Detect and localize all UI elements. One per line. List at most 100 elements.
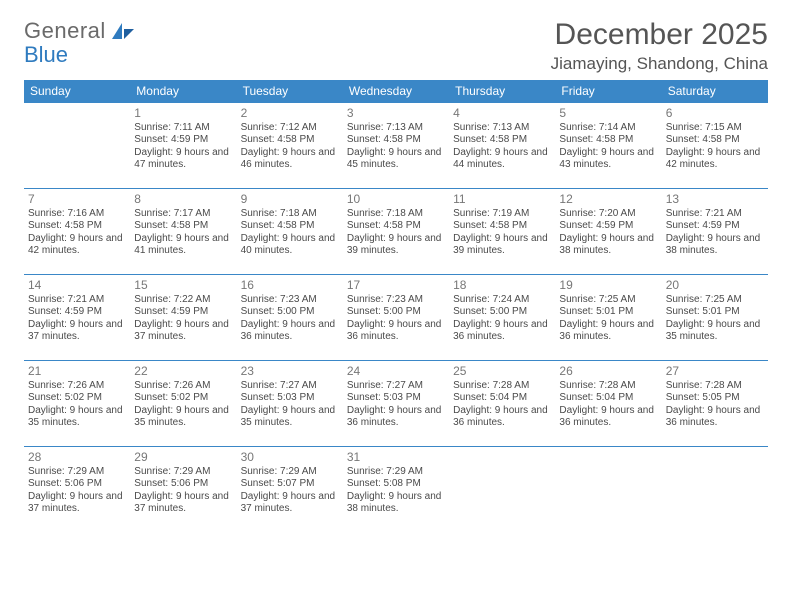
calendar-cell: 25Sunrise: 7:28 AMSunset: 5:04 PMDayligh… <box>449 361 555 447</box>
calendar-cell: 31Sunrise: 7:29 AMSunset: 5:08 PMDayligh… <box>343 447 449 533</box>
day-details: Sunrise: 7:13 AMSunset: 4:58 PMDaylight:… <box>347 122 445 172</box>
day-number: 22 <box>134 364 232 380</box>
calendar-cell: 24Sunrise: 7:27 AMSunset: 5:03 PMDayligh… <box>343 361 449 447</box>
day-number: 29 <box>134 450 232 466</box>
header: General December 2025 Jiamaying, Shandon… <box>24 18 768 74</box>
calendar-cell <box>555 447 661 533</box>
day-number: 24 <box>347 364 445 380</box>
day-number: 2 <box>241 106 339 122</box>
day-number: 26 <box>559 364 657 380</box>
day-details: Sunrise: 7:20 AMSunset: 4:59 PMDaylight:… <box>559 208 657 258</box>
weekday-header: Thursday <box>449 80 555 103</box>
day-number: 23 <box>241 364 339 380</box>
day-details: Sunrise: 7:22 AMSunset: 4:59 PMDaylight:… <box>134 294 232 344</box>
weekday-header: Wednesday <box>343 80 449 103</box>
day-number: 18 <box>453 278 551 294</box>
day-details: Sunrise: 7:25 AMSunset: 5:01 PMDaylight:… <box>559 294 657 344</box>
weekday-header: Monday <box>130 80 236 103</box>
day-number: 4 <box>453 106 551 122</box>
calendar-cell: 16Sunrise: 7:23 AMSunset: 5:00 PMDayligh… <box>237 275 343 361</box>
day-details: Sunrise: 7:23 AMSunset: 5:00 PMDaylight:… <box>347 294 445 344</box>
day-details: Sunrise: 7:17 AMSunset: 4:58 PMDaylight:… <box>134 208 232 258</box>
day-details: Sunrise: 7:13 AMSunset: 4:58 PMDaylight:… <box>453 122 551 172</box>
day-details: Sunrise: 7:23 AMSunset: 5:00 PMDaylight:… <box>241 294 339 344</box>
calendar-cell: 21Sunrise: 7:26 AMSunset: 5:02 PMDayligh… <box>24 361 130 447</box>
day-number: 28 <box>28 450 126 466</box>
calendar-cell: 23Sunrise: 7:27 AMSunset: 5:03 PMDayligh… <box>237 361 343 447</box>
day-details: Sunrise: 7:26 AMSunset: 5:02 PMDaylight:… <box>28 380 126 430</box>
brand-part2: Blue <box>24 42 68 68</box>
brand-part1: General <box>24 18 106 44</box>
day-number: 10 <box>347 192 445 208</box>
calendar-cell: 14Sunrise: 7:21 AMSunset: 4:59 PMDayligh… <box>24 275 130 361</box>
calendar-cell: 7Sunrise: 7:16 AMSunset: 4:58 PMDaylight… <box>24 189 130 275</box>
calendar-cell: 1Sunrise: 7:11 AMSunset: 4:59 PMDaylight… <box>130 103 236 189</box>
calendar-cell: 29Sunrise: 7:29 AMSunset: 5:06 PMDayligh… <box>130 447 236 533</box>
day-number: 31 <box>347 450 445 466</box>
title-block: December 2025 Jiamaying, Shandong, China <box>551 18 768 74</box>
day-details: Sunrise: 7:29 AMSunset: 5:07 PMDaylight:… <box>241 466 339 516</box>
calendar-row: 7Sunrise: 7:16 AMSunset: 4:58 PMDaylight… <box>24 189 768 275</box>
calendar-cell: 9Sunrise: 7:18 AMSunset: 4:58 PMDaylight… <box>237 189 343 275</box>
day-number: 20 <box>666 278 764 294</box>
day-number: 15 <box>134 278 232 294</box>
calendar-cell: 27Sunrise: 7:28 AMSunset: 5:05 PMDayligh… <box>662 361 768 447</box>
calendar-cell: 10Sunrise: 7:18 AMSunset: 4:58 PMDayligh… <box>343 189 449 275</box>
day-details: Sunrise: 7:27 AMSunset: 5:03 PMDaylight:… <box>347 380 445 430</box>
day-number: 9 <box>241 192 339 208</box>
calendar-row: 21Sunrise: 7:26 AMSunset: 5:02 PMDayligh… <box>24 361 768 447</box>
day-number: 5 <box>559 106 657 122</box>
calendar-cell: 11Sunrise: 7:19 AMSunset: 4:58 PMDayligh… <box>449 189 555 275</box>
day-details: Sunrise: 7:15 AMSunset: 4:58 PMDaylight:… <box>666 122 764 172</box>
calendar-body: 1Sunrise: 7:11 AMSunset: 4:59 PMDaylight… <box>24 103 768 533</box>
day-details: Sunrise: 7:11 AMSunset: 4:59 PMDaylight:… <box>134 122 232 172</box>
weekday-header: Sunday <box>24 80 130 103</box>
day-details: Sunrise: 7:28 AMSunset: 5:04 PMDaylight:… <box>453 380 551 430</box>
weekday-header: Friday <box>555 80 661 103</box>
day-number: 12 <box>559 192 657 208</box>
calendar-cell: 26Sunrise: 7:28 AMSunset: 5:04 PMDayligh… <box>555 361 661 447</box>
day-number: 8 <box>134 192 232 208</box>
day-number: 27 <box>666 364 764 380</box>
calendar-cell: 12Sunrise: 7:20 AMSunset: 4:59 PMDayligh… <box>555 189 661 275</box>
calendar-row: 1Sunrise: 7:11 AMSunset: 4:59 PMDaylight… <box>24 103 768 189</box>
calendar-cell: 2Sunrise: 7:12 AMSunset: 4:58 PMDaylight… <box>237 103 343 189</box>
day-number: 1 <box>134 106 232 122</box>
day-details: Sunrise: 7:18 AMSunset: 4:58 PMDaylight:… <box>241 208 339 258</box>
day-details: Sunrise: 7:27 AMSunset: 5:03 PMDaylight:… <box>241 380 339 430</box>
day-number: 17 <box>347 278 445 294</box>
calendar-cell <box>449 447 555 533</box>
calendar-cell: 15Sunrise: 7:22 AMSunset: 4:59 PMDayligh… <box>130 275 236 361</box>
calendar-row: 14Sunrise: 7:21 AMSunset: 4:59 PMDayligh… <box>24 275 768 361</box>
sail-icon <box>110 21 136 41</box>
day-details: Sunrise: 7:21 AMSunset: 4:59 PMDaylight:… <box>666 208 764 258</box>
calendar-row: 28Sunrise: 7:29 AMSunset: 5:06 PMDayligh… <box>24 447 768 533</box>
day-number: 14 <box>28 278 126 294</box>
weekday-header: Saturday <box>662 80 768 103</box>
calendar-cell <box>662 447 768 533</box>
calendar-cell: 20Sunrise: 7:25 AMSunset: 5:01 PMDayligh… <box>662 275 768 361</box>
location-text: Jiamaying, Shandong, China <box>551 54 768 74</box>
day-details: Sunrise: 7:29 AMSunset: 5:08 PMDaylight:… <box>347 466 445 516</box>
day-details: Sunrise: 7:21 AMSunset: 4:59 PMDaylight:… <box>28 294 126 344</box>
day-number: 16 <box>241 278 339 294</box>
day-details: Sunrise: 7:29 AMSunset: 5:06 PMDaylight:… <box>28 466 126 516</box>
calendar-cell: 4Sunrise: 7:13 AMSunset: 4:58 PMDaylight… <box>449 103 555 189</box>
weekday-header: Tuesday <box>237 80 343 103</box>
calendar-table: Sunday Monday Tuesday Wednesday Thursday… <box>24 80 768 533</box>
day-number: 21 <box>28 364 126 380</box>
weekday-header-row: Sunday Monday Tuesday Wednesday Thursday… <box>24 80 768 103</box>
calendar-cell: 5Sunrise: 7:14 AMSunset: 4:58 PMDaylight… <box>555 103 661 189</box>
day-number: 30 <box>241 450 339 466</box>
day-details: Sunrise: 7:28 AMSunset: 5:05 PMDaylight:… <box>666 380 764 430</box>
calendar-cell: 13Sunrise: 7:21 AMSunset: 4:59 PMDayligh… <box>662 189 768 275</box>
day-details: Sunrise: 7:16 AMSunset: 4:58 PMDaylight:… <box>28 208 126 258</box>
calendar-cell: 6Sunrise: 7:15 AMSunset: 4:58 PMDaylight… <box>662 103 768 189</box>
day-number: 11 <box>453 192 551 208</box>
calendar-cell: 22Sunrise: 7:26 AMSunset: 5:02 PMDayligh… <box>130 361 236 447</box>
day-details: Sunrise: 7:28 AMSunset: 5:04 PMDaylight:… <box>559 380 657 430</box>
day-details: Sunrise: 7:18 AMSunset: 4:58 PMDaylight:… <box>347 208 445 258</box>
calendar-cell: 8Sunrise: 7:17 AMSunset: 4:58 PMDaylight… <box>130 189 236 275</box>
calendar-cell <box>24 103 130 189</box>
day-number: 3 <box>347 106 445 122</box>
